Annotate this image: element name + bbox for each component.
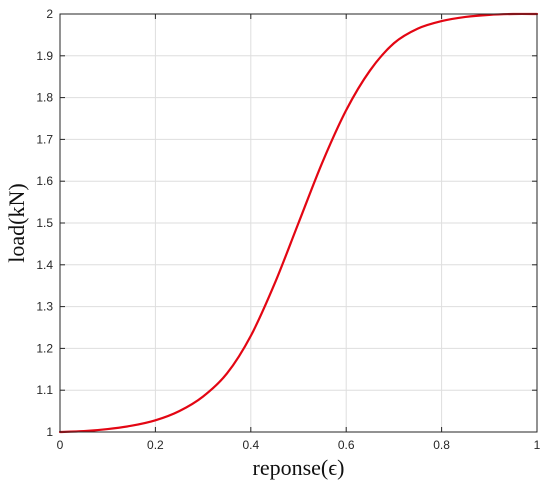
x-tick-label: 0 xyxy=(57,438,64,452)
series-line xyxy=(58,12,539,434)
y-tick-label: 1.6 xyxy=(36,174,53,188)
y-tick-label: 1.2 xyxy=(36,341,53,355)
y-tick-label: 1.3 xyxy=(36,300,53,314)
y-tick-label: 1.4 xyxy=(36,258,53,272)
series-layer xyxy=(58,12,539,434)
y-tick-label: 2 xyxy=(46,7,53,21)
x-axis-title: reponse(ϵ) xyxy=(253,455,345,480)
x-tick-label: 1 xyxy=(534,438,541,452)
x-tick-label: 0.2 xyxy=(147,438,164,452)
y-tick-label: 1.1 xyxy=(36,383,53,397)
y-tick-label: 1.5 xyxy=(36,216,53,230)
y-tick-label: 1 xyxy=(46,425,53,439)
x-tick-label: 0.4 xyxy=(242,438,259,452)
x-tick-label: 0.6 xyxy=(338,438,355,452)
y-tick-label: 1.7 xyxy=(36,132,53,146)
ticks xyxy=(59,13,538,433)
x-tick-label: 0.8 xyxy=(433,438,450,452)
y-tick-labels: 1 1.1 1.2 1.3 1.4 1.5 1.6 1.7 1.8 1.9 2 xyxy=(36,7,53,439)
y-tick-label: 1.9 xyxy=(36,49,53,63)
x-tick-labels: 0 0.2 0.4 0.6 0.8 1 xyxy=(57,438,541,452)
y-tick-label: 1.8 xyxy=(36,91,53,105)
y-axis-title: load(kN) xyxy=(4,183,29,262)
